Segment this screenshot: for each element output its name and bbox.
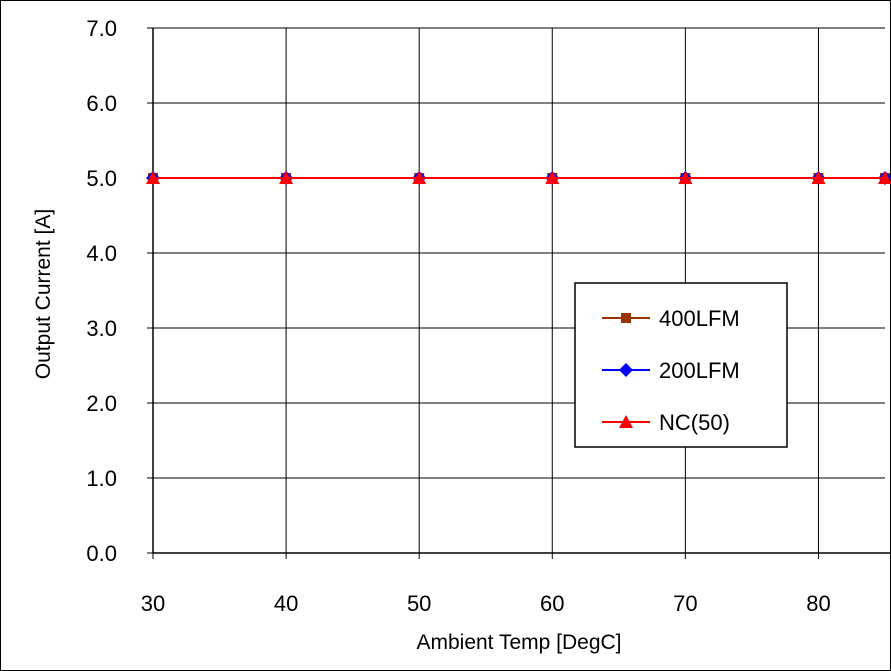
legend-box — [574, 282, 788, 448]
data-point-nc-50 — [878, 171, 891, 184]
x-tick-label: 50 — [407, 591, 431, 616]
axis-layer — [147, 27, 891, 559]
x-tick-label: 30 — [141, 591, 165, 616]
series-layer — [146, 171, 891, 185]
data-point-nc-50 — [678, 171, 693, 184]
y-tick-label: 7.0 — [86, 16, 117, 41]
x-axis-title: Ambient Temp [DegC] — [416, 631, 621, 654]
legend-label-400lfm: 400LFM — [659, 306, 740, 331]
data-point-nc-50 — [811, 171, 826, 184]
legend-label-nc-50: NC(50) — [659, 410, 730, 435]
y-tick-label: 3.0 — [86, 316, 117, 341]
grid-layer — [153, 27, 885, 553]
y-tick-label: 4.0 — [86, 241, 117, 266]
y-tick-label: 6.0 — [86, 91, 117, 116]
x-tick-label: 40 — [274, 591, 298, 616]
legend: 400LFM 200LFM NC(50) — [574, 282, 788, 448]
x-tick-label: 80 — [806, 591, 830, 616]
legend-items: 400LFM 200LFM NC(50) — [602, 306, 740, 435]
legend-label-200lfm: 200LFM — [659, 358, 740, 383]
data-point-nc-50 — [412, 171, 427, 184]
y-tick-label: 2.0 — [86, 391, 117, 416]
legend-marker-400lfm — [621, 313, 631, 323]
data-point-nc-50 — [545, 171, 560, 184]
legend-marker-nc-50 — [619, 415, 633, 428]
y-tick-label: 5.0 — [86, 166, 117, 191]
x-tick-label: 60 — [540, 591, 564, 616]
y-axis-title: Output Current [A] — [32, 209, 55, 379]
x-tick-label: 70 — [673, 591, 697, 616]
y-tick-label: 0.0 — [86, 541, 117, 566]
tick-label-layer: 0.0 1.0 2.0 3.0 4.0 5.0 6.0 7.0 30 40 50 60 70 80 — [86, 16, 830, 616]
data-point-nc-50 — [146, 171, 160, 184]
series-nc-50 — [146, 171, 891, 184]
y-tick-label: 1.0 — [86, 466, 117, 491]
data-point-nc-50 — [279, 171, 294, 184]
legend-marker-200lfm — [619, 363, 633, 377]
